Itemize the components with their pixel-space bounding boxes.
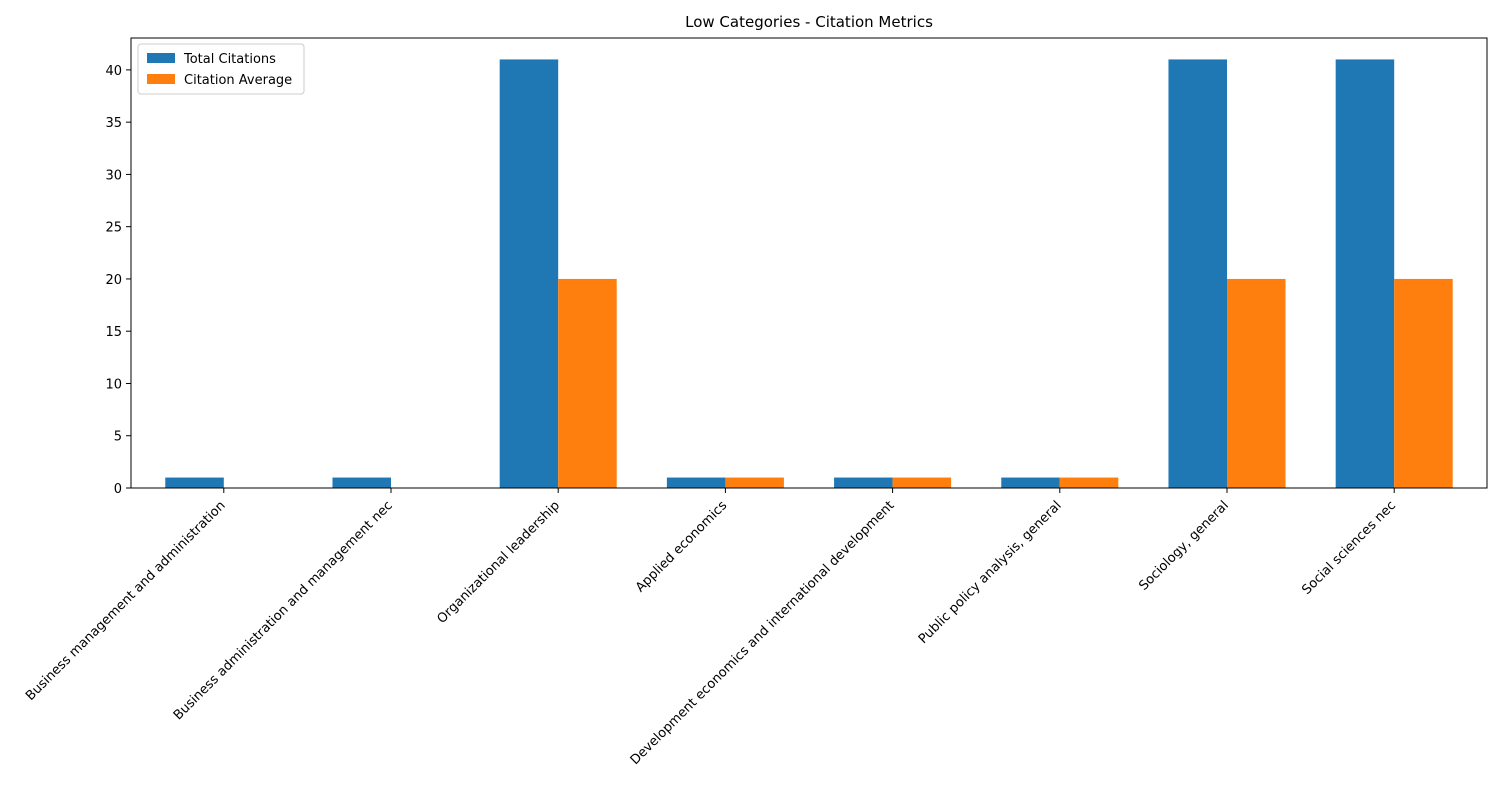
bar-total-citations-2 <box>499 59 559 489</box>
plot-frame <box>130 37 1488 489</box>
legend-swatch <box>147 53 175 63</box>
y-tick-label: 35 <box>105 116 122 131</box>
legend-box <box>137 43 305 95</box>
y-tick-label: 15 <box>105 325 122 340</box>
chart-title: Low Categories - Citation Metrics <box>685 13 933 31</box>
y-tick-label: 0 <box>114 482 122 497</box>
legend-swatch <box>147 74 175 84</box>
bar-citation-average-4 <box>892 477 952 488</box>
bar-citation-average-6 <box>1227 278 1286 488</box>
bar-total-citations-3 <box>666 477 726 488</box>
y-tick-label: 5 <box>114 430 122 445</box>
y-tick-label: 25 <box>105 221 122 236</box>
bar-total-citations-1 <box>332 477 391 488</box>
bar-citation-average-5 <box>1059 477 1119 488</box>
legend-label: Total Citations <box>183 52 276 67</box>
bar-total-citations-6 <box>1168 59 1227 489</box>
y-tick-label: 30 <box>105 168 122 183</box>
bar-citation-average-7 <box>1394 278 1453 488</box>
bar-total-citations-5 <box>1001 477 1060 488</box>
bar-citation-average-3 <box>725 477 784 488</box>
y-tick-label: 20 <box>105 273 122 288</box>
y-tick-label: 10 <box>105 377 122 392</box>
bar-total-citations-7 <box>1335 59 1395 489</box>
bar-citation-average-2 <box>558 278 617 488</box>
legend: Total Citations Citation Average <box>137 43 305 95</box>
bar-total-citations-0 <box>165 477 224 488</box>
legend-label: Citation Average <box>184 73 292 88</box>
y-tick-label: 40 <box>105 64 122 79</box>
bar-total-citations-4 <box>834 477 893 488</box>
